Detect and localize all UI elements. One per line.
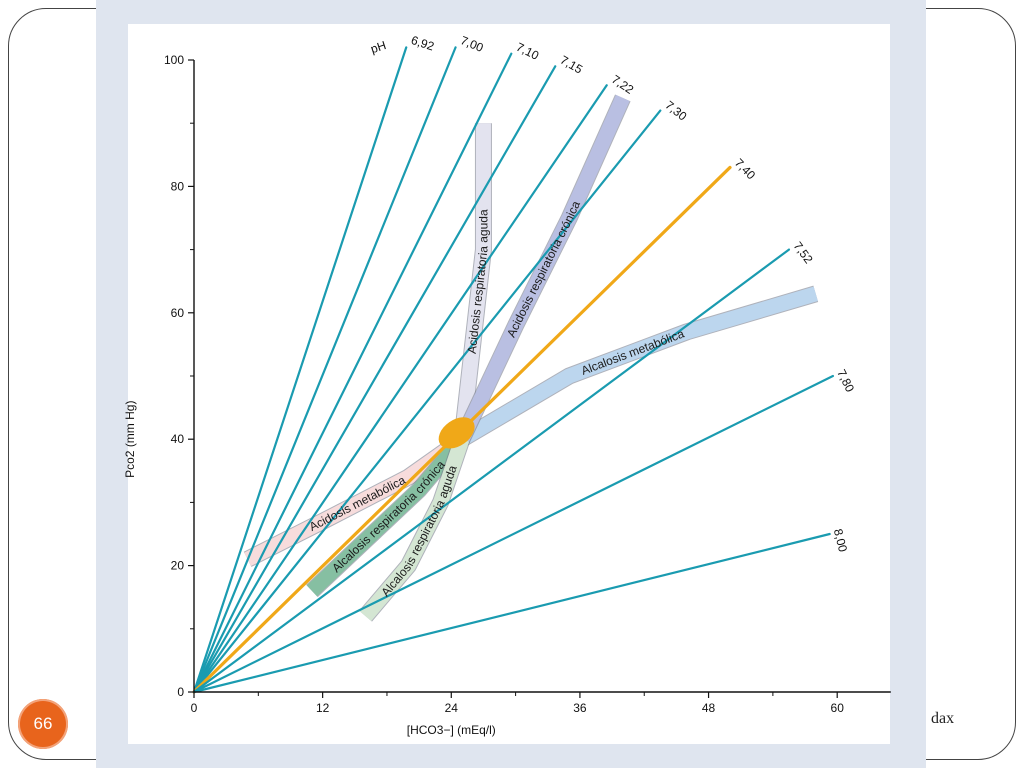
ph-label-7-22: 7,22 — [609, 72, 636, 97]
band-label-2: Acidosis respiratoria aguda — [465, 209, 491, 354]
y-tick-label-0: 0 — [177, 685, 184, 699]
ph-prefix-label: pH — [369, 38, 388, 56]
band-2 — [454, 123, 491, 441]
x-tick-label-4: 48 — [702, 701, 716, 715]
x-axis-title: [HCO3−] (mEq/l) — [407, 723, 496, 737]
y-tick-label-2: 40 — [171, 432, 185, 446]
ph-label-7-15: 7,15 — [558, 53, 586, 77]
band-label-1: Alcalosis metabólica — [579, 326, 686, 377]
ph-label-6-92: 6,92 — [409, 33, 436, 54]
y-tick-label-1: 20 — [171, 559, 185, 573]
ph-label-7-40: 7,40 — [732, 156, 759, 183]
ph-line-8-00 — [192, 532, 831, 694]
ph-label-7-80: 7,80 — [834, 367, 857, 394]
band-3 — [455, 94, 630, 443]
slide-number-badge: 66 — [18, 699, 68, 749]
ph-label-7-52: 7,52 — [791, 239, 816, 266]
ph-line-7-10 — [192, 52, 513, 694]
x-tick-label-2: 24 — [445, 701, 459, 715]
ph-line-7-00 — [192, 46, 457, 694]
ph-label-7-10: 7,10 — [514, 40, 541, 63]
corner-text: dax — [931, 710, 955, 727]
y-tick-label-5: 100 — [164, 53, 184, 67]
ph-label-7-30: 7,30 — [662, 98, 689, 124]
normal-point — [438, 417, 475, 449]
band-1 — [458, 286, 818, 446]
band-5 — [359, 436, 470, 622]
ph-line-7-15 — [192, 65, 557, 694]
band-4 — [306, 434, 468, 597]
ph-label-7-00: 7,00 — [458, 33, 485, 55]
ph-line-7-30 — [192, 109, 662, 694]
x-tick-label-0: 0 — [191, 701, 198, 715]
y-axis-title: Pco2 (mm Hg) — [123, 401, 137, 478]
ph-label-8-00: 8,00 — [831, 527, 850, 553]
ph-line-6-92 — [192, 46, 408, 694]
ph-line-7-22 — [192, 84, 608, 694]
y-tick-label-4: 80 — [171, 179, 185, 193]
ph-line-7-80 — [192, 374, 835, 694]
x-tick-label-5: 60 — [831, 701, 845, 715]
x-tick-label-1: 12 — [316, 701, 330, 715]
y-tick-label-3: 60 — [171, 306, 185, 320]
ph-line-7-52 — [192, 248, 791, 694]
x-tick-label-3: 36 — [573, 701, 587, 715]
